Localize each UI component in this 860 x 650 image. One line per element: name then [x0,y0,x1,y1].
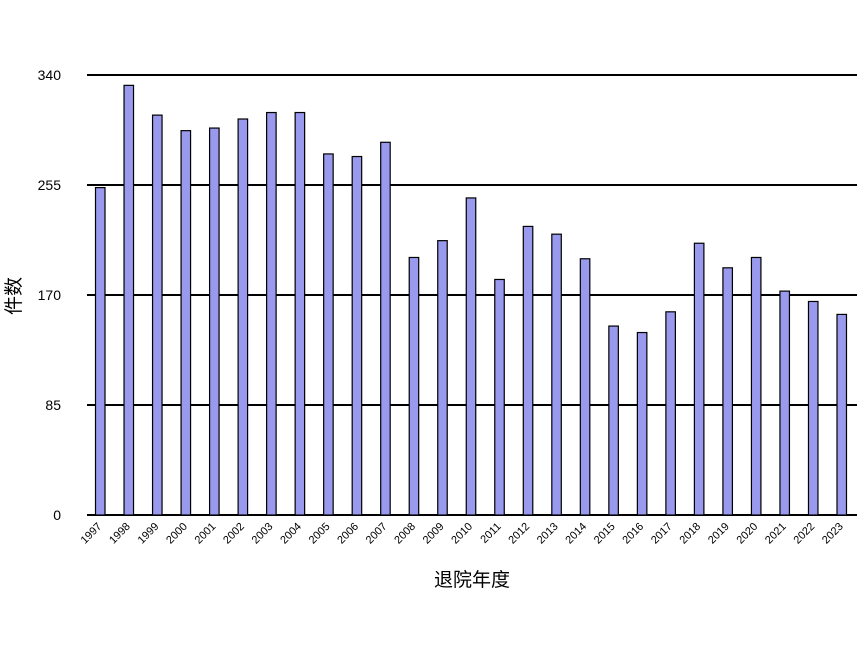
x-tick-label: 2002 [221,521,247,547]
bar-1999 [151,114,163,516]
y-tick-label: 340 [38,67,62,83]
bar-2001 [208,127,220,516]
x-tick-label: 2000 [164,521,190,547]
x-axis-title: 退院年度 [434,569,510,591]
bar-2007 [380,141,391,516]
y-tick-label: 85 [45,397,61,413]
x-tick-label: 2006 [335,521,361,547]
x-tick-label: 2023 [820,521,846,547]
x-tick-label: 2009 [421,521,447,547]
x-tick-labels: 1997 1998 1999 2000 2001 2002 2003 2004 2005 2006… [79,521,846,547]
bar-2010 [465,197,477,516]
bar-2003 [266,111,277,516]
bar-2005 [323,153,334,516]
y-tick-label: 0 [53,507,61,523]
x-tick-label: 1999 [136,521,162,547]
x-tick-label: 2019 [706,521,732,547]
x-tick-label: 2016 [620,521,646,547]
bar-2020 [750,256,762,516]
bar-1997 [94,186,106,516]
x-tick-label: 2018 [677,521,703,547]
bar-1998 [123,84,135,516]
bar-2004 [294,111,306,516]
y-tick-label: 170 [38,287,62,303]
x-tick-label: 2001 [193,521,219,547]
x-tick-label: 2021 [763,521,789,547]
bar-2011 [494,278,505,516]
x-tick-label: 1997 [79,521,105,547]
bar-2013 [551,233,562,516]
x-tick-label: 2014 [563,521,589,547]
x-tick-label: 2004 [278,521,304,547]
bar-2019 [722,267,734,516]
bar-2009 [437,240,448,516]
x-tick-label: 2008 [392,521,418,547]
x-tick-label: 2020 [735,521,761,547]
bar-2006 [351,155,363,516]
x-tick-label: 2022 [792,521,818,547]
bar-2014 [579,258,591,516]
bar-2022 [807,300,819,516]
bar-2021 [779,290,791,516]
y-tick-label: 255 [38,177,62,193]
bar-2015 [608,325,619,516]
bar-2016 [636,331,648,516]
bar-2012 [522,225,534,516]
bar-2000 [180,130,192,516]
y-axis-title: 件数 [3,277,25,315]
x-tick-label: 2013 [535,521,561,547]
x-tick-label: 2010 [449,521,475,547]
x-tick-label: 2003 [250,521,276,547]
bar-2017 [665,311,676,516]
x-tick-label: 2015 [592,521,618,547]
bar-2018 [693,242,705,516]
x-tick-label: 2017 [649,521,675,547]
x-tick-label: 1998 [107,521,133,547]
bar-2023 [836,313,848,516]
x-tick-label: 2011 [478,521,503,546]
x-tick-label: 2007 [364,521,390,547]
bar-2008 [408,256,420,516]
x-tick-label: 2005 [307,521,333,547]
x-tick-label: 2012 [506,521,532,547]
y-tick-labels: 0 85 170 255 340 [38,67,62,523]
bars [94,84,848,516]
bar-2002 [237,118,249,516]
